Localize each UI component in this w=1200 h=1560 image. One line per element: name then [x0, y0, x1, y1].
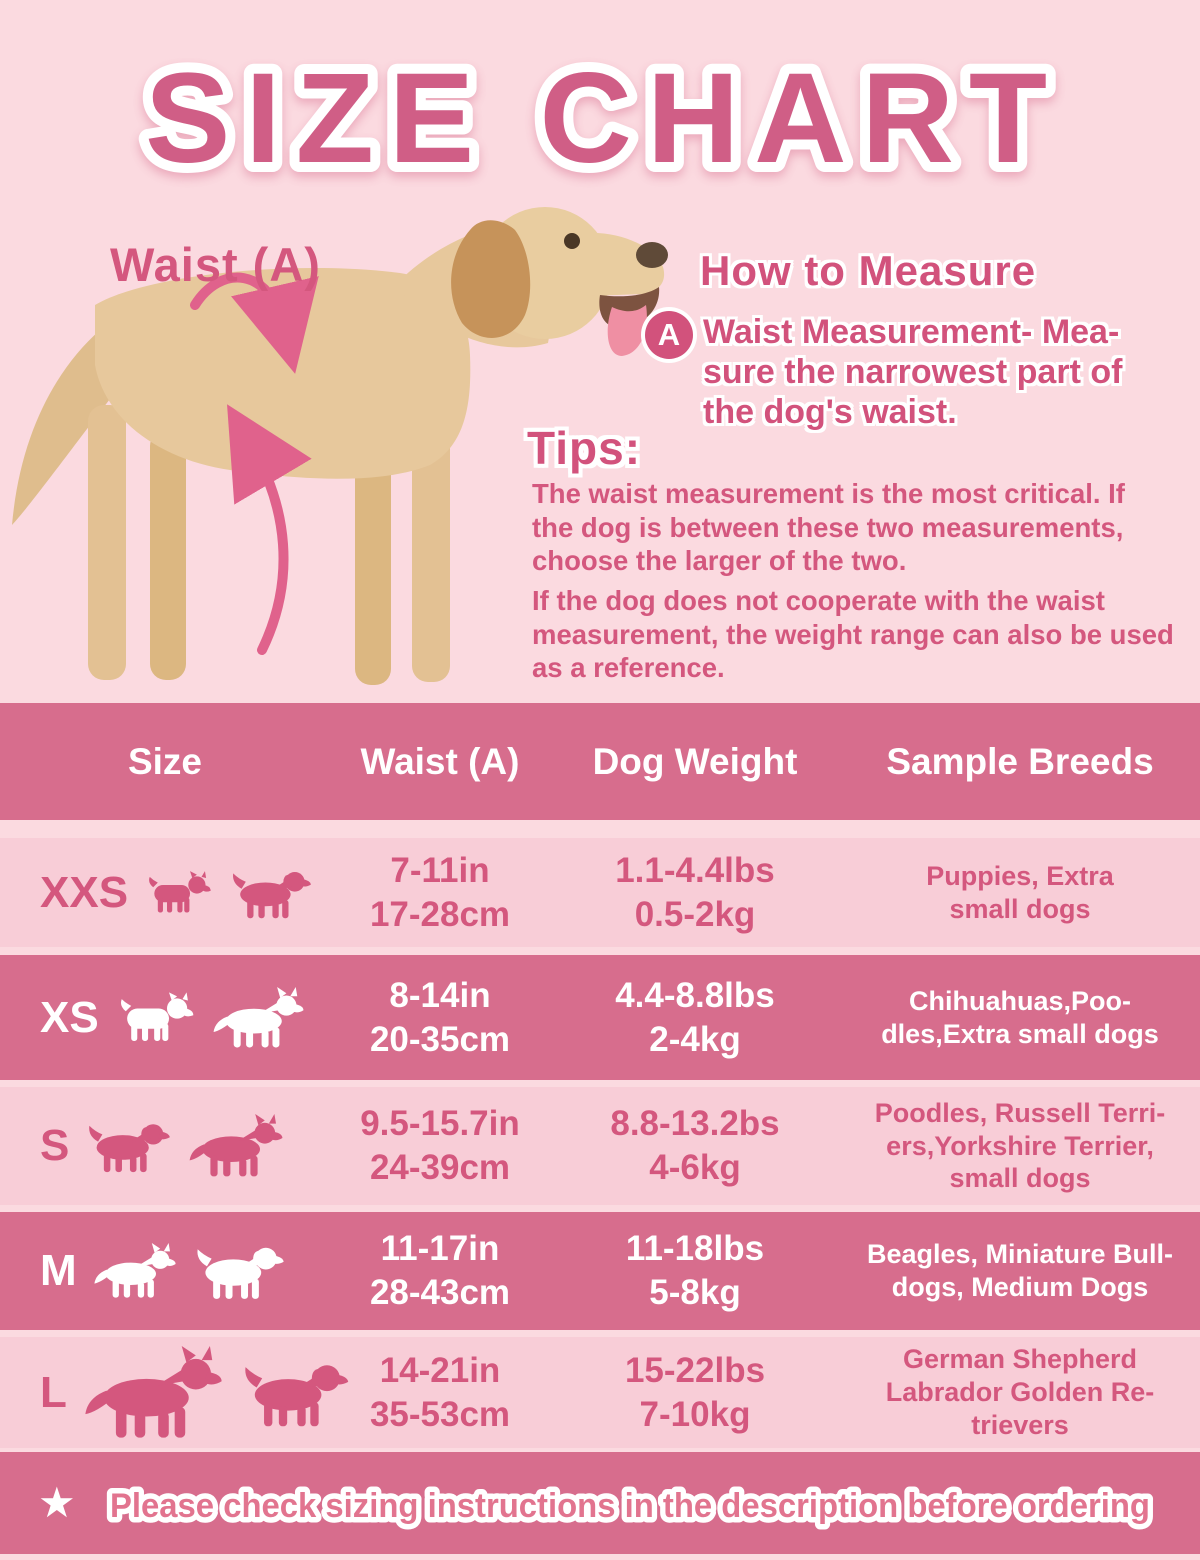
waist-value: 14-21in 35-53cm — [369, 1350, 511, 1434]
size-cell: XXS — [0, 865, 330, 921]
footer-note: Please check sizing instructions in the … — [110, 1487, 1150, 1525]
measure-a-badge: A — [645, 311, 693, 359]
dog-silhouette-icon — [188, 1114, 284, 1178]
size-label: XS — [40, 992, 99, 1042]
table-header: Size Waist (A) Dog Weight Sample Breeds — [0, 703, 1200, 820]
breeds-value: Poodles, Russell Terri- ers,Yorkshire Te… — [874, 1097, 1166, 1194]
waist-arrows — [190, 272, 319, 655]
table-row-s: S 9.5-15.7in 24-39cm 8.8-13.2bs 4-6kg Po… — [0, 1087, 1200, 1205]
dog-silhouette-icon — [93, 1243, 177, 1299]
waist-value: 11-17in 28-43cm — [369, 1229, 511, 1312]
how-to-measure-heading: How to Measure — [700, 247, 1037, 294]
size-label: S — [40, 1121, 70, 1170]
waist-label: Waist (A) — [110, 238, 321, 291]
waist-value: 9.5-15.7in 24-39cm — [360, 1104, 520, 1187]
tips-paragraph-1: The waist measurement is the most critic… — [532, 478, 1125, 577]
table-row-l: L 14-21in 35-53cm 15-22lbs 7-10kg German… — [0, 1337, 1200, 1448]
size-cell: L — [0, 1346, 330, 1440]
weight-value: 15-22lbs 7-10kg — [624, 1350, 766, 1434]
col-header-waist: Waist (A) — [360, 740, 520, 782]
col-header-weight: Dog Weight — [592, 740, 798, 782]
waist-measurement-instruction: Waist Measurement- Mea- sure the narrowe… — [703, 313, 1123, 431]
col-header-size: Size — [127, 740, 203, 782]
table-row-xxs: XXS 7-11in 17-28cm 1.1-4.4lbs 0.5-2kg Pu… — [0, 838, 1200, 947]
col-header-breeds: Sample Breeds — [886, 740, 1154, 782]
table-row-m: M 11-17in 28-43cm 11-18lbs 5-8kg Beagles… — [0, 1212, 1200, 1330]
waist-value: 8-14in 20-35cm — [369, 975, 511, 1059]
table-row-xs: XS 8-14in 20-35cm 4.4-8.8lbs 2-4kg Chihu… — [0, 955, 1200, 1080]
breeds-value: Beagles, Miniature Bull- dogs, Medium Do… — [866, 1239, 1174, 1302]
size-label: XXS — [40, 867, 129, 917]
weight-value: 1.1-4.4lbs 0.5-2kg — [615, 850, 775, 934]
dog-silhouette-icon — [83, 1346, 224, 1440]
page-title: SIZE CHART — [145, 47, 1055, 190]
breeds-value: Chihuahuas,Poo- dles,Extra small dogs — [881, 985, 1159, 1049]
dog-silhouette-icon — [193, 1240, 286, 1302]
weight-value: 8.8-13.2bs 4-6kg — [610, 1104, 780, 1187]
size-label: L — [40, 1367, 67, 1417]
size-cell: XS — [0, 987, 330, 1049]
size-cell: M — [0, 1240, 330, 1302]
breeds-value: Puppies, Extra small dogs — [926, 860, 1114, 924]
footer-note-banner: Please check sizing instructions in the … — [104, 1482, 1155, 1531]
footer-banner: ★ Please check sizing instructions in th… — [0, 1452, 1200, 1554]
breeds-value: German Shepherd Labrador Golden Re- trie… — [885, 1344, 1155, 1440]
page-title-banner: SIZE CHART — [135, 37, 1057, 200]
dog-photo — [12, 207, 668, 685]
weight-value: 11-18lbs 5-8kg — [625, 1229, 765, 1312]
dog-silhouette-icon — [144, 870, 213, 916]
dog-silhouette-icon — [115, 991, 196, 1045]
waist-value: 7-11in 17-28cm — [369, 850, 511, 934]
dog-silhouette-icon — [229, 865, 313, 921]
tips-heading: Tips: — [527, 422, 642, 474]
tips-paragraph-2: If the dog does not cooperate with the w… — [532, 585, 1174, 684]
star-icon: ★ — [38, 1479, 76, 1526]
size-cell: S — [0, 1114, 330, 1178]
weight-value: 4.4-8.8lbs 2-4kg — [615, 975, 775, 1059]
dog-silhouette-icon — [85, 1117, 172, 1175]
dog-silhouette-icon — [212, 987, 305, 1049]
size-label: M — [40, 1246, 77, 1295]
